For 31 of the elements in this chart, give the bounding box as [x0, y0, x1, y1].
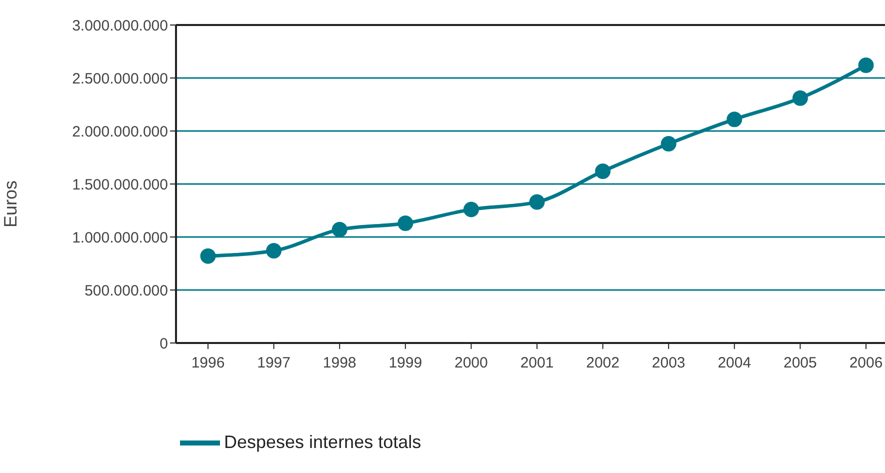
x-tick-label: 2003 [652, 354, 686, 372]
y-tick-label: 2.500.000.000 [72, 70, 168, 88]
point [529, 194, 545, 210]
x-tick-label: 2004 [718, 354, 752, 372]
x-tick-label: 1996 [191, 354, 225, 372]
y-tick-label: 500.000.000 [84, 282, 168, 300]
point [792, 90, 808, 106]
x-tick-label: 1999 [388, 354, 422, 372]
x-tick-label: 2002 [586, 354, 620, 372]
point [398, 215, 414, 231]
y-axis-title: Euros [0, 180, 20, 228]
x-tick-label: 2005 [784, 354, 817, 372]
point [595, 164, 611, 180]
point [660, 136, 676, 152]
point [858, 58, 874, 74]
legend-label: Despeses internes totals [224, 432, 422, 452]
y-tick-label: 2.000.000.000 [72, 123, 168, 140]
y-tick-label: 1.000.000.000 [72, 229, 168, 246]
y-tick-label: 1.500.000.000 [72, 176, 168, 194]
x-tick-label: 1998 [322, 354, 356, 372]
point [266, 243, 282, 259]
y-tick-label: 0 [160, 335, 168, 352]
point [726, 112, 742, 128]
x-tick-label: 2000 [454, 354, 488, 372]
x-tick-label: 2001 [520, 354, 554, 372]
point [463, 202, 479, 218]
x-tick-label: 2006 [849, 354, 883, 372]
point [200, 248, 216, 264]
y-tick-label: 3.000.000.000 [72, 17, 168, 34]
point [332, 222, 348, 238]
x-tick-label: 1997 [257, 354, 290, 372]
